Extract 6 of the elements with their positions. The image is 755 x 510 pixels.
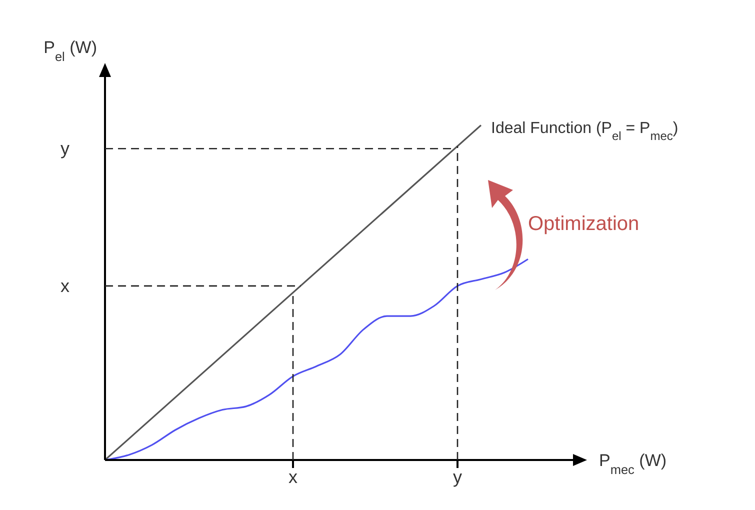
ref-line-label: x: [60, 276, 70, 296]
y-axis-title: P$_{el}$ (W): [44, 38, 97, 64]
series-label: Ideal Function (P$_{el}$ = P$_{mec}$): [491, 120, 678, 144]
ref-line-label: y: [60, 138, 70, 159]
annotation: Optimization: [528, 213, 640, 235]
x-axis-title: P$_{mec}$ (W): [599, 451, 667, 476]
